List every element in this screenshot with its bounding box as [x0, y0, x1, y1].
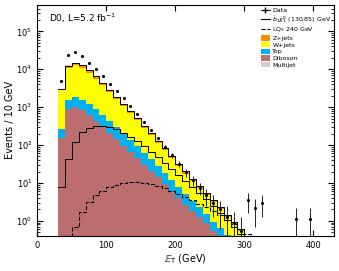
Legend: Data, $\tilde{b}_1\tilde{\chi}_1^0$ (130,85) GeV, LQ$_3$ 240 GeV, Z+jets, W+jets: Data, $\tilde{b}_1\tilde{\chi}_1^0$ (130…	[260, 6, 333, 69]
X-axis label: $\mathbb{E}_{\rm T}$ (GeV): $\mathbb{E}_{\rm T}$ (GeV)	[164, 253, 207, 266]
Y-axis label: Events / 10 GeV: Events / 10 GeV	[5, 81, 15, 159]
Text: D0, L=5.2 fb$^{-1}$: D0, L=5.2 fb$^{-1}$	[49, 12, 117, 25]
